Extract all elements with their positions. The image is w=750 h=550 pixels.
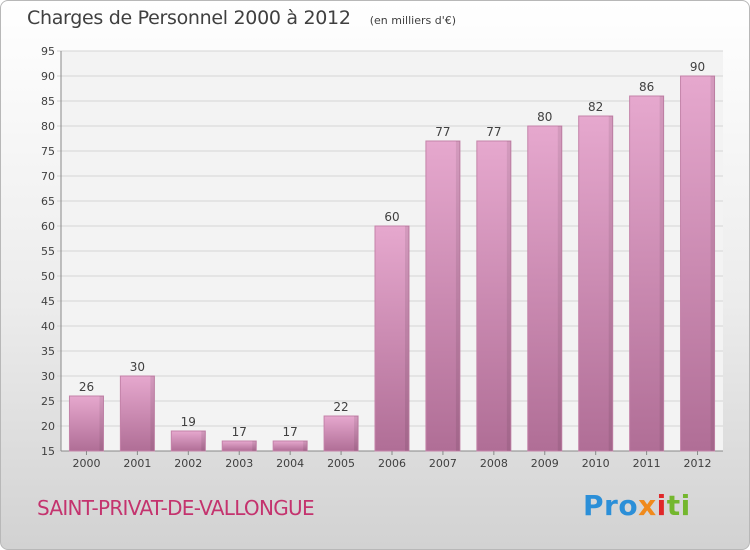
chart-title: Charges de Personnel 2000 à 2012 [27, 7, 351, 29]
y-tick-label: 55 [41, 245, 55, 258]
bar [374, 225, 410, 452]
bar-shade [659, 96, 664, 451]
bar-shade [252, 441, 257, 451]
data-label: 82 [588, 100, 603, 114]
x-tick-label: 2007 [429, 457, 457, 470]
data-label: 77 [486, 125, 501, 139]
x-tick-label: 2010 [582, 457, 610, 470]
bar [272, 440, 308, 452]
bar-shade [99, 396, 104, 451]
y-tick-label: 80 [41, 120, 55, 133]
y-tick-label: 15 [41, 445, 55, 458]
x-tick-label: 2003 [225, 457, 253, 470]
bar [629, 95, 665, 452]
bar [578, 115, 614, 452]
y-tick-label: 65 [41, 195, 55, 208]
bar [527, 125, 563, 452]
bar [323, 415, 359, 452]
y-tick-label: 25 [41, 395, 55, 408]
bar [119, 375, 155, 452]
data-label: 26 [79, 380, 94, 394]
brand-part-2: x [638, 489, 657, 522]
bar-shade [201, 431, 206, 451]
bar [680, 75, 716, 452]
x-tick-label: 2005 [327, 457, 355, 470]
data-label: 30 [130, 360, 145, 374]
bar-shade [506, 141, 511, 451]
y-tick-label: 45 [41, 295, 55, 308]
bar-shade [303, 441, 308, 451]
bar-shade [710, 76, 715, 451]
bar [476, 140, 512, 452]
data-label: 80 [537, 110, 552, 124]
y-tick-label: 95 [41, 45, 55, 58]
brand-part-1: Pro [583, 489, 639, 522]
brand-part-4: ti [666, 489, 691, 522]
y-tick-label: 75 [41, 145, 55, 158]
y-tick-label: 35 [41, 345, 55, 358]
bar [170, 430, 206, 452]
y-tick-label: 20 [41, 420, 55, 433]
y-tick-label: 30 [41, 370, 55, 383]
bar-shade [150, 376, 155, 451]
data-label: 17 [232, 425, 247, 439]
data-label: 86 [639, 80, 654, 94]
location-name: SAINT-PRIVAT-DE-VALLONGUE [37, 496, 315, 520]
brand-part-3: i [656, 489, 667, 522]
x-tick-label: 2012 [684, 457, 712, 470]
brand-logo: Proxiti [583, 489, 691, 522]
bar-shade [557, 126, 562, 451]
y-tick-label: 60 [41, 220, 55, 233]
title-row: Charges de Personnel 2000 à 2012 (en mil… [27, 7, 456, 29]
data-label: 77 [435, 125, 450, 139]
bar-shade [608, 116, 613, 451]
y-tick-label: 50 [41, 270, 55, 283]
y-tick-label: 90 [41, 70, 55, 83]
y-tick-label: 85 [41, 95, 55, 108]
chart-unit: (en milliers d'€) [369, 14, 457, 27]
y-tick-label: 40 [41, 320, 55, 333]
data-label: 90 [690, 60, 705, 74]
bar [68, 395, 104, 452]
x-tick-label: 2001 [123, 457, 151, 470]
data-label: 19 [181, 415, 196, 429]
bar [425, 140, 461, 452]
x-tick-label: 2009 [531, 457, 559, 470]
x-tick-label: 2008 [480, 457, 508, 470]
bar-shade [354, 416, 359, 451]
x-tick-label: 2004 [276, 457, 304, 470]
data-label: 17 [283, 425, 298, 439]
bar-shade [405, 226, 409, 451]
x-tick-label: 2002 [174, 457, 202, 470]
bar [221, 440, 257, 452]
y-tick-label: 70 [41, 170, 55, 183]
x-tick-label: 2006 [378, 457, 406, 470]
x-tick-label: 2011 [633, 457, 661, 470]
bar-shade [455, 141, 460, 451]
data-label: 60 [384, 210, 399, 224]
x-tick-label: 2000 [72, 457, 100, 470]
data-label: 22 [333, 400, 348, 414]
